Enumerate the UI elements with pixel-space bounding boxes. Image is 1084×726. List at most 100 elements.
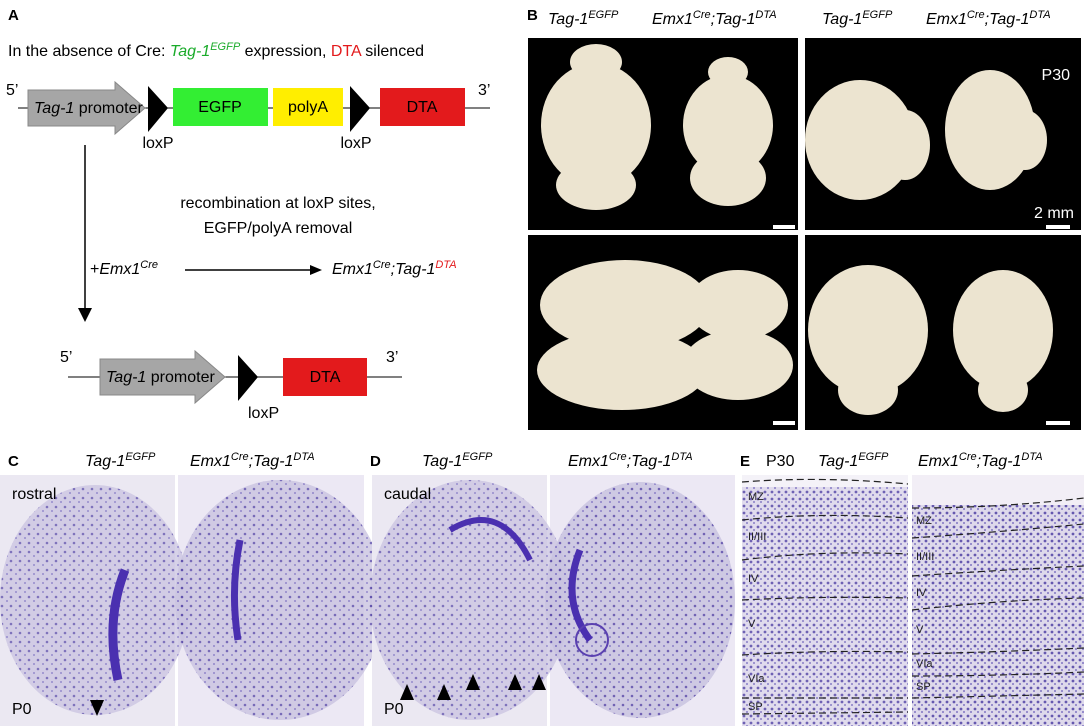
- gene: ;Tag-1: [391, 261, 436, 278]
- sup: EGFP: [862, 9, 893, 21]
- age: P30: [1042, 67, 1071, 84]
- layer-label: II/III: [916, 551, 934, 563]
- end: 5’: [6, 82, 18, 99]
- gene: Emx1: [332, 261, 373, 278]
- gene: Emx1: [190, 453, 231, 470]
- sup: DTA: [1021, 451, 1042, 463]
- brain-photos: [528, 38, 1081, 430]
- promoter-label: Tag-1 promoter: [106, 369, 215, 386]
- dta-box: [380, 88, 465, 126]
- dta-box: [283, 358, 367, 396]
- end: 3’: [386, 349, 398, 366]
- genotype: Tag-1EGFP: [422, 451, 493, 470]
- layer-label: MZ: [916, 515, 932, 527]
- loxp: [350, 86, 370, 132]
- gene: Tag-1: [818, 453, 858, 470]
- layer-label: SP: [916, 681, 931, 693]
- gene: Tag-1: [422, 453, 462, 470]
- sup: DTA: [1029, 9, 1050, 21]
- gene: Emx1: [99, 261, 140, 278]
- sup: EGFP: [125, 451, 156, 463]
- gene: Tag-1: [34, 100, 74, 117]
- gene: ;Tag-1: [249, 453, 294, 470]
- gene: Tag-1: [822, 11, 862, 28]
- genotype: Tag-1EGFP: [85, 451, 156, 470]
- gene: ;Tag-1: [711, 11, 756, 28]
- genotype: Emx1Cre;Tag-1DTA: [926, 9, 1051, 28]
- end: 3’: [478, 82, 490, 99]
- gene: Emx1: [918, 453, 959, 470]
- sup: DTA: [435, 259, 456, 271]
- layer-label: VIa: [748, 673, 765, 685]
- box-label: polyA: [288, 99, 328, 116]
- panel-label: A: [8, 7, 19, 24]
- sup: Cre: [140, 259, 158, 271]
- cross: +Emx1Cre: [90, 259, 158, 278]
- age: P0: [12, 701, 32, 718]
- text: promoter: [151, 369, 216, 386]
- genotype: Emx1Cre;Tag-1DTA: [918, 451, 1043, 470]
- sup: EGFP: [462, 451, 493, 463]
- sup: Cre: [609, 451, 627, 463]
- sup: Cre: [231, 451, 249, 463]
- arrow-head: [310, 265, 322, 275]
- layer-label: V: [748, 618, 756, 630]
- genotype: Tag-1EGFP: [548, 9, 619, 28]
- text: silenced: [365, 43, 424, 60]
- arrow-head: [78, 308, 92, 322]
- loxp: [238, 355, 258, 401]
- layer-label: V: [916, 624, 924, 636]
- polya-box: [273, 88, 343, 126]
- plus: +: [90, 261, 99, 278]
- genotype: Emx1Cre;Tag-1DTA: [652, 9, 777, 28]
- loxp-label: loxP: [142, 135, 173, 152]
- section-photos: [0, 475, 385, 726]
- box-label: EGFP: [198, 99, 242, 116]
- age: P30: [766, 453, 795, 470]
- sup: EGFP: [858, 451, 889, 463]
- panel-label: B: [527, 7, 538, 24]
- panel-label: C: [8, 453, 19, 470]
- gene: ;Tag-1: [977, 453, 1022, 470]
- promoter: [27, 80, 146, 136]
- layer-label: IV: [916, 587, 927, 599]
- sup: DTA: [671, 451, 692, 463]
- box-label: DTA: [310, 369, 341, 386]
- layer-label: MZ: [748, 491, 764, 503]
- layer-label: IV: [748, 573, 759, 585]
- genotype: Tag-1EGFP: [818, 451, 889, 470]
- section-photos: [370, 475, 735, 726]
- gene: Tag-1: [170, 43, 210, 60]
- box-label: DTA: [407, 99, 438, 116]
- layer-label: SP: [748, 701, 763, 713]
- egfp-box: [173, 88, 268, 126]
- sup: Cre: [967, 9, 985, 21]
- genotype: Emx1Cre;Tag-1DTA: [190, 451, 315, 470]
- cortex-photos: [741, 475, 1084, 726]
- result: Emx1Cre;Tag-1DTA: [332, 259, 457, 278]
- text: expression,: [245, 43, 327, 60]
- promoter: [99, 349, 226, 405]
- loxp-label: loxP: [248, 405, 279, 422]
- age: P0: [384, 701, 404, 718]
- promoter-label: Tag-1 promoter: [34, 100, 143, 117]
- recombination: recombination at loxP sites,: [180, 195, 375, 212]
- text: promoter: [79, 100, 144, 117]
- gene: Emx1: [652, 11, 693, 28]
- gene: Emx1: [926, 11, 967, 28]
- gene: Tag-1: [85, 453, 125, 470]
- sup: Cre: [959, 451, 977, 463]
- region: rostral: [12, 486, 56, 503]
- genotype: Emx1Cre;Tag-1DTA: [568, 451, 693, 470]
- end: 5’: [60, 349, 72, 366]
- loxp-label: loxP: [340, 135, 371, 152]
- text: In the absence of Cre:: [8, 43, 165, 60]
- scale-label: 2 mm: [1034, 205, 1074, 222]
- gene: Tag-1: [106, 369, 146, 386]
- sup: DTA: [293, 451, 314, 463]
- gene: ;Tag-1: [627, 453, 672, 470]
- region: caudal: [384, 486, 431, 503]
- layer-label: VIa: [916, 658, 933, 670]
- layer-label: II/III: [748, 531, 766, 543]
